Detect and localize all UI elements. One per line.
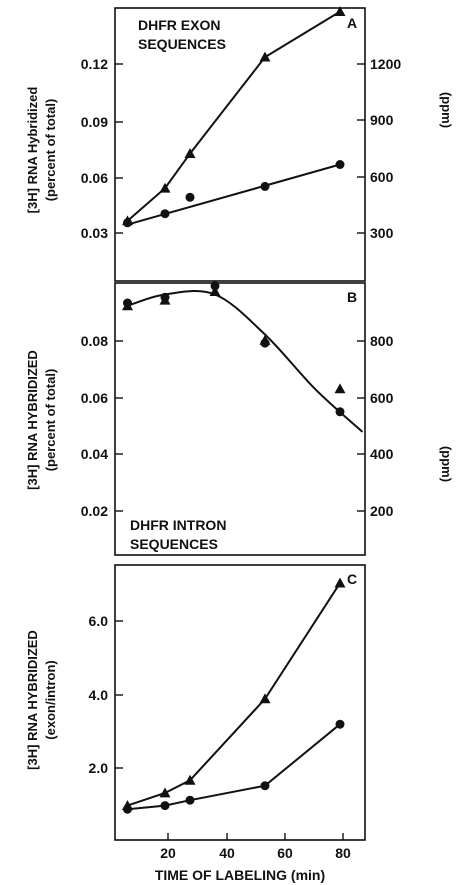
panel-c-frame (114, 564, 366, 841)
panel-b-y2ticks: 800 600 400 200 (357, 333, 394, 519)
panel-a-y2label: (ppm) (439, 92, 454, 128)
panel-a-frame (114, 7, 366, 282)
panel-b-y2label: (ppm) (439, 446, 454, 482)
panel-a-title-line1: DHFR EXON (138, 17, 220, 33)
panel-b-frame (114, 282, 366, 556)
panel-c-ytick-label: 6.0 (89, 613, 109, 629)
panel-c-xticks: 20 40 60 80 (160, 833, 351, 861)
panel-c-circle-point (185, 795, 195, 805)
panel-a-circle-point (123, 218, 132, 228)
panel-b-title-line2: SEQUENCES (130, 536, 218, 552)
panel-a-y2tick-label: 1200 (370, 56, 401, 72)
panel-b-yticks: 0.08 0.06 0.04 0.02 (81, 333, 123, 519)
panel-b-ylabel-line1: [3H] RNA HYBRIDIZED (25, 350, 40, 490)
panel-a-circle-point (160, 209, 170, 219)
panel-b: B DHFR INTRON SEQUENCES [3H] RNA HYBRIDI… (25, 281, 454, 556)
x-axis-label: TIME OF LABELING (min) (155, 867, 325, 883)
panel-c-letter: C (347, 571, 357, 587)
panel-a-circle-series-line (127, 163, 341, 226)
panel-c-xtick-label: 80 (335, 845, 351, 861)
panel-b-circle-point (123, 298, 132, 308)
panel-b-y2tick-label: 800 (370, 333, 394, 349)
panel-a-y2tick-label: 900 (370, 112, 394, 128)
panel-a-triangle-point (159, 182, 171, 193)
panel-a-letter: A (347, 15, 357, 31)
panel-b-triangle-point (334, 383, 346, 394)
panel-b-circle-point (160, 292, 170, 302)
panel-b-circle-point (260, 338, 270, 348)
panel-c-triangle-point (159, 787, 171, 798)
panel-a-ytick-label: 0.09 (81, 114, 108, 130)
panel-b-ytick-label: 0.04 (81, 446, 108, 462)
panel-b-y2tick-label: 600 (370, 390, 394, 406)
panel-c-triangle-point (184, 774, 196, 785)
panel-b-plot (122, 281, 364, 433)
panel-a-ytick-label: 0.12 (81, 56, 108, 72)
panel-a-ylabel-line2: (percent of total) (43, 99, 58, 202)
panel-a-title-line2: SEQUENCES (138, 36, 226, 52)
panel-c-circle-series-line (127, 723, 341, 811)
panel-b-ylabel-line2: (percent of total) (43, 369, 58, 472)
panel-a-ytick-label: 0.03 (81, 225, 108, 241)
panel-a-triangle-point (184, 148, 196, 158)
panel-a-circle-point (335, 160, 345, 169)
panel-c-triangle-point (259, 693, 271, 704)
panel-a-y2ticks: 1200 900 600 300 (357, 56, 401, 241)
panel-c-ytick-label: 4.0 (89, 687, 109, 703)
panel-c-triangle-point (334, 577, 346, 588)
panel-c-triangle-series-line (127, 582, 341, 807)
panel-b-title-line1: DHFR INTRON (130, 517, 226, 533)
panel-c-ylabel-line1: [3H] RNA HYBRIDIZED (25, 630, 40, 770)
panel-a-y2tick-label: 300 (370, 225, 394, 241)
panel-c: C [3H] RNA HYBRIDIZED (exon/intron) 6.0 … (25, 564, 366, 883)
panel-b-ytick-label: 0.06 (81, 390, 108, 406)
panel-b-ytick-label: 0.02 (81, 503, 108, 519)
panel-c-ylabel-line2: (exon/intron) (43, 660, 58, 739)
panel-a-ytick-label: 0.06 (81, 170, 108, 186)
panel-b-fit-curve (127, 290, 364, 433)
panel-c-xtick-label: 40 (219, 845, 235, 861)
panel-c-yticks: 6.0 4.0 2.0 (89, 613, 123, 776)
panel-b-y2tick-label: 200 (370, 503, 394, 519)
panel-a-ylabel-line1: [3H] RNA Hybridized (25, 87, 40, 214)
panel-c-xtick-label: 20 (160, 845, 176, 861)
panel-c-circle-point (335, 719, 345, 729)
panel-a-plot (122, 6, 346, 228)
panel-a-triangle-point (259, 51, 271, 62)
panel-a-circle-point (185, 192, 195, 202)
panel-c-plot (122, 577, 346, 814)
panel-c-xtick-label: 60 (277, 845, 293, 861)
panel-c-circle-point (160, 801, 170, 811)
panel-c-ytick-label: 2.0 (89, 760, 109, 776)
panel-a-circle-point (260, 181, 270, 191)
panel-a-y2tick-label: 600 (370, 169, 394, 185)
panel-b-circle-point (335, 407, 345, 417)
panel-c-circle-point (123, 804, 132, 814)
panel-b-y2tick-label: 400 (370, 446, 394, 462)
panel-a: A DHFR EXON SEQUENCES [3H] RNA Hybridize… (25, 6, 454, 282)
panel-c-circle-point (260, 781, 270, 791)
panel-a-triangle-point (334, 6, 346, 16)
panel-a-yticks: 0.12 0.09 0.06 0.03 (81, 56, 123, 241)
panel-b-ytick-label: 0.08 (81, 333, 108, 349)
panel-b-letter: B (347, 289, 357, 305)
panel-b-circle-point (210, 281, 220, 291)
